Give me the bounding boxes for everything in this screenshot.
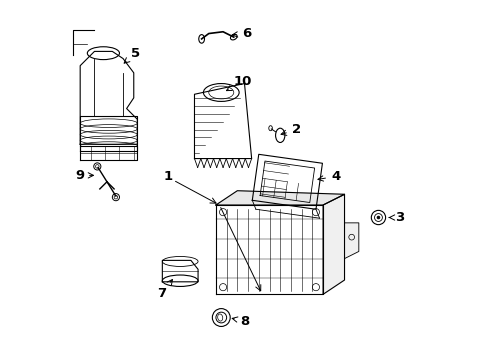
Text: 7: 7 (157, 279, 172, 300)
Text: 8: 8 (232, 315, 248, 328)
Ellipse shape (376, 216, 379, 219)
Polygon shape (344, 223, 358, 258)
Polygon shape (216, 191, 344, 205)
Text: 4: 4 (317, 170, 340, 183)
Polygon shape (323, 194, 344, 294)
Text: 3: 3 (388, 211, 404, 224)
Text: 10: 10 (226, 75, 251, 91)
Polygon shape (216, 205, 323, 294)
Text: 1: 1 (163, 170, 172, 183)
Text: 6: 6 (232, 27, 250, 40)
Polygon shape (162, 260, 198, 282)
Text: 5: 5 (124, 47, 140, 63)
Polygon shape (80, 146, 137, 160)
Text: 2: 2 (281, 123, 300, 136)
Polygon shape (80, 51, 137, 144)
Polygon shape (80, 116, 137, 152)
Polygon shape (252, 154, 322, 209)
Text: 9: 9 (75, 169, 93, 182)
Polygon shape (194, 84, 251, 158)
